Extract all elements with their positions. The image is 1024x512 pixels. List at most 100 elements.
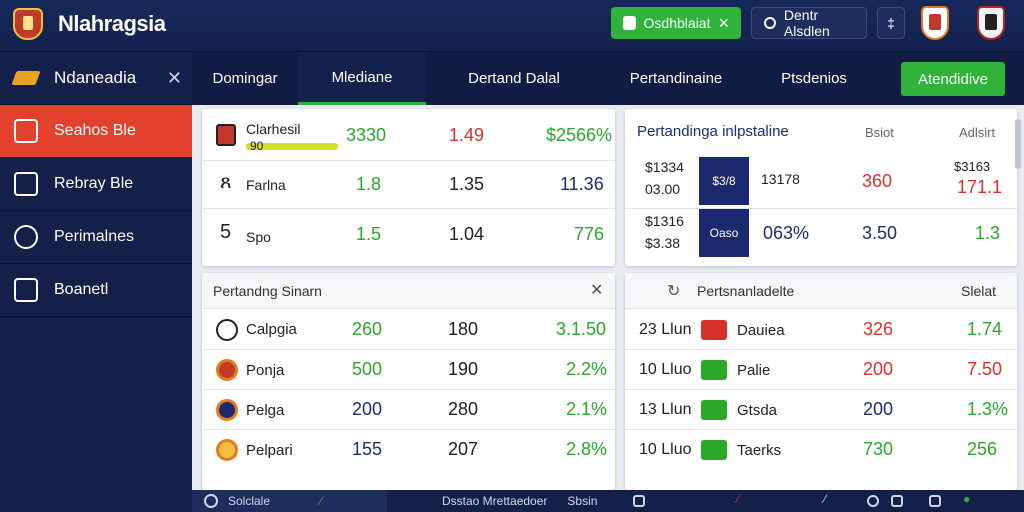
stat-value: 155: [352, 439, 383, 459]
team-badge-icon: [216, 359, 238, 381]
card-header: ↻ Pertsnanladelte Slelat: [625, 273, 1017, 309]
scrollbar-thumb[interactable]: [1015, 119, 1021, 169]
odds-card-top-left: Clarhesil 90 3330 1.49 $2566% ጸ Farlna 1…: [202, 109, 615, 266]
stat-value[interactable]: 256: [967, 439, 998, 459]
document-icon: [623, 16, 636, 30]
pen-icon[interactable]: ⁄: [737, 492, 740, 506]
square-icon[interactable]: [929, 495, 941, 507]
secondary-action-button[interactable]: Dentr Alsdlen: [751, 7, 867, 39]
table-row[interactable]: Pelga 200 280 2.1%: [202, 390, 615, 430]
clock-icon: [204, 494, 218, 508]
odds-value[interactable]: 1.04: [449, 224, 485, 244]
stat-value[interactable]: 200: [863, 359, 894, 379]
market-box[interactable]: $3/8: [699, 157, 749, 205]
pin-icon[interactable]: ⁄: [824, 492, 827, 506]
tab-action-button[interactable]: Atendidive: [901, 62, 1005, 96]
table-row[interactable]: 23 Llun Dauiea 326 1.74: [625, 310, 1017, 350]
settings-icon[interactable]: [891, 495, 903, 507]
odds-value[interactable]: 1.5: [356, 224, 382, 244]
odds-value[interactable]: 11.36: [560, 174, 604, 194]
team-badge-icon: [216, 319, 238, 341]
player-icon: ጸ: [220, 171, 232, 193]
tab-1[interactable]: Domingar: [212, 70, 278, 87]
primary-action-button[interactable]: Osdhblaiat ×: [611, 7, 741, 39]
circle-icon: [764, 17, 776, 29]
match-time: 10 Lluo: [639, 441, 692, 458]
sidebar-item-1[interactable]: Seahos Ble: [0, 105, 192, 158]
table-row[interactable]: 10 Lluo Taerks 730 256: [625, 430, 1017, 470]
price-value: $3.38: [645, 235, 681, 251]
odds-value[interactable]: 3330: [346, 125, 387, 145]
market-value: 13178: [761, 171, 800, 187]
app-title: Nlahragsia: [58, 11, 166, 36]
stat-value[interactable]: 1.3%: [967, 399, 1009, 419]
team-name: Calpgia: [246, 321, 297, 338]
bottom-left-label: Solclale: [228, 494, 271, 508]
team-name: Clarhesil: [246, 121, 301, 137]
sidebar-item-label: Rebray Ble: [54, 175, 134, 192]
odds-value[interactable]: 1.49: [449, 125, 485, 145]
odds-value[interactable]: 1.3: [975, 223, 1001, 243]
team-crest-icon: [216, 124, 236, 146]
bottom-mid-segment[interactable]: Dsstao Mrettaedoer Sbsin: [442, 490, 597, 512]
yellow-highlight-bar: [246, 143, 338, 150]
tab-2[interactable]: Mlediane: [298, 52, 426, 105]
options-icon-button[interactable]: ‡: [877, 7, 905, 39]
stat-value: 500: [352, 359, 383, 379]
stat-value[interactable]: 200: [863, 399, 894, 419]
team-name: Gtsda: [737, 402, 778, 419]
odds-value[interactable]: 1.8: [356, 174, 382, 194]
market-box[interactable]: Oaso: [699, 209, 749, 257]
sidebar-item-label: Seahos Ble: [54, 122, 136, 139]
refresh-icon[interactable]: ↻: [667, 283, 681, 300]
tab-4[interactable]: Pertandinaine: [629, 70, 723, 87]
table-row[interactable]: 5 Spo 1.5 1.04 776: [202, 209, 615, 261]
table-row[interactable]: Ponja 500 190 2.2%: [202, 350, 615, 390]
target-icon[interactable]: [867, 495, 879, 507]
table-row[interactable]: $1316 $3.38 Oaso 063% 3.50 1.3: [625, 209, 1017, 261]
table-row[interactable]: Clarhesil 90 3330 1.49 $2566%: [202, 109, 615, 161]
pen-icon[interactable]: ⁄: [320, 494, 323, 508]
team-flag-icon: [701, 400, 727, 420]
main-content: Clarhesil 90 3330 1.49 $2566% ጸ Farlna 1…: [192, 105, 1024, 490]
column-header: Bsiot: [865, 125, 894, 140]
close-icon[interactable]: ✕: [590, 282, 604, 299]
standings-card-left: Pertandng Sinarn ✕ Calpgia 260 180 3.1.5…: [202, 273, 615, 490]
table-row[interactable]: 13 Llun Gtsda 200 1.3%: [625, 390, 1017, 430]
table-row[interactable]: 10 Lluo Palie 200 7.50: [625, 350, 1017, 390]
sidebar-item-3[interactable]: Perimalnes: [0, 211, 192, 264]
team-crest-icon[interactable]: [921, 6, 949, 40]
table-row[interactable]: ጸ Farlna 1.8 1.35 11.36: [202, 161, 615, 209]
close-icon[interactable]: ×: [718, 12, 729, 33]
card-header: Pertandinga inlpstaline Bsiot Adlsirt: [625, 109, 1017, 155]
stat-value[interactable]: 1.74: [967, 319, 1003, 339]
club-crest-icon[interactable]: [977, 6, 1005, 40]
sidebar-item-2[interactable]: Rebray Ble: [0, 158, 192, 211]
collapse-sidebar-icon[interactable]: ✕: [166, 67, 182, 88]
odds-value[interactable]: 1.35: [449, 174, 485, 194]
odds-value[interactable]: 171.1: [957, 177, 1003, 197]
table-row[interactable]: Calpgia 260 180 3.1.50: [202, 310, 615, 350]
tab-5[interactable]: Ptsdenios: [781, 70, 847, 87]
bottom-left-segment[interactable]: Solclale ⁄: [192, 490, 387, 512]
top-bar: Nlahragsia Osdhblaiat × Dentr Alsdlen ‡: [0, 0, 1024, 52]
sidebar-item-4[interactable]: Boanetl: [0, 264, 192, 317]
calendar-icon: [14, 119, 38, 143]
team-name: Spo: [246, 229, 271, 245]
dot-icon[interactable]: ●: [963, 492, 971, 506]
table-row[interactable]: $1334 03.00 $3/8 13178 360 $3163 171.1: [625, 155, 1017, 209]
grid-icon[interactable]: [633, 495, 645, 507]
sidebar-item-label: Boanetl: [54, 281, 109, 298]
five-icon: 5: [220, 221, 232, 243]
odds-value[interactable]: 3.50: [862, 223, 898, 243]
stat-value[interactable]: 326: [863, 319, 894, 339]
odds-value[interactable]: $2566%: [546, 125, 613, 145]
stat-value[interactable]: 7.50: [967, 359, 1003, 379]
team-badge-icon: [216, 439, 238, 461]
odds-value[interactable]: 360: [862, 171, 893, 191]
stat-value[interactable]: 730: [863, 439, 894, 459]
odds-value[interactable]: 776: [574, 224, 605, 244]
table-row[interactable]: Pelpari 155 207 2.8%: [202, 430, 615, 470]
price-value: $3163: [954, 159, 991, 174]
tab-3[interactable]: Dertand Dalal: [468, 70, 560, 87]
